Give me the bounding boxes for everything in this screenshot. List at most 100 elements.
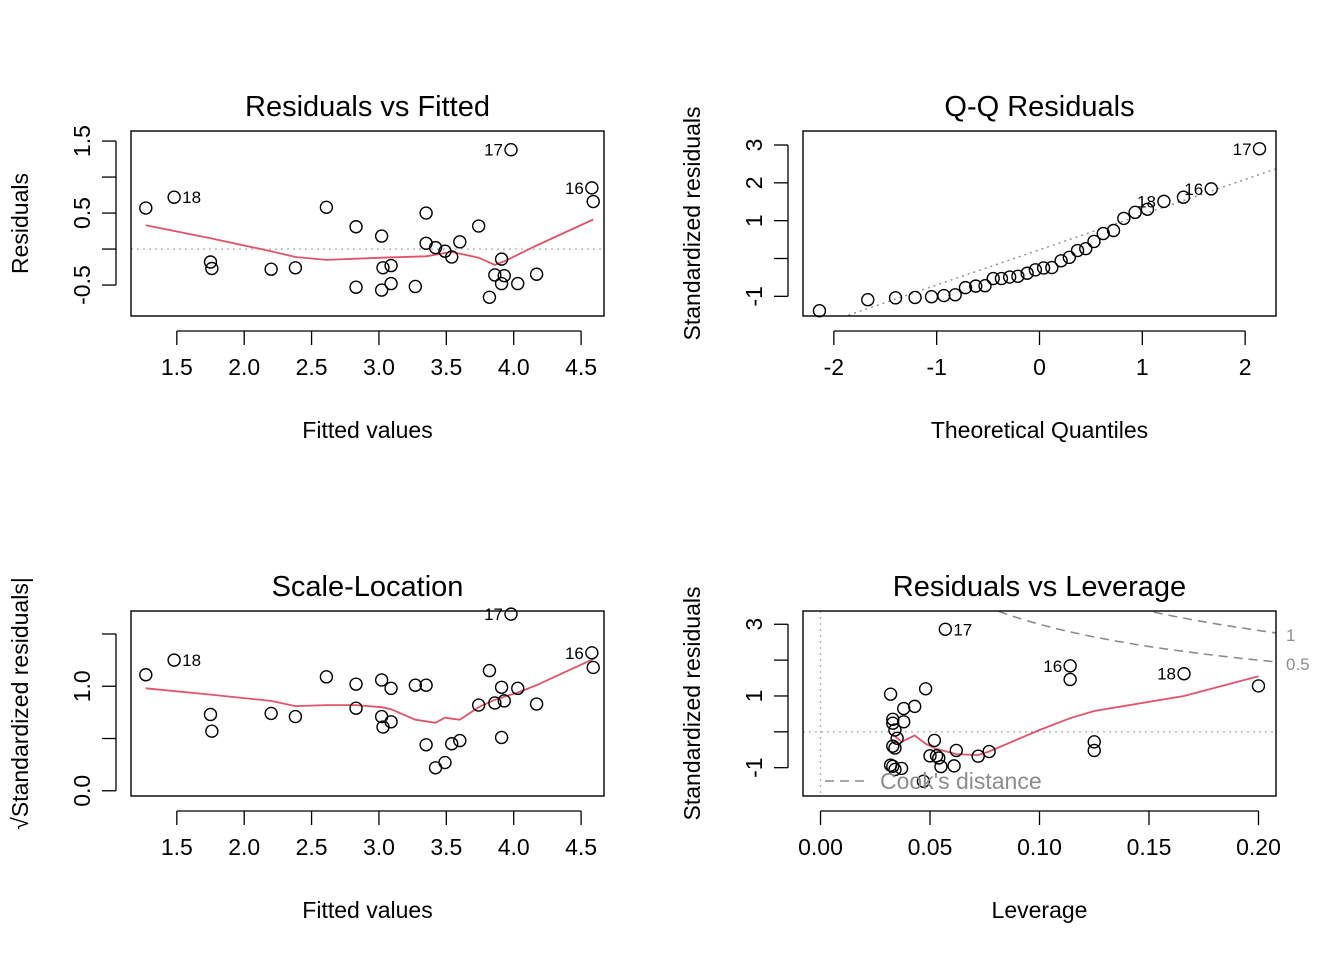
data-point: [1087, 743, 1101, 758]
data-point: [1063, 659, 1077, 673]
plot-area: [843, 168, 1276, 316]
data-point: [349, 280, 363, 294]
data-point: [205, 261, 219, 276]
data-point: [376, 261, 390, 275]
data-point: [886, 716, 900, 730]
data-point: [1251, 679, 1266, 693]
data-point: [471, 698, 486, 712]
y-tick-label: 1: [741, 214, 767, 227]
point-label: 16: [1043, 657, 1062, 676]
panel-residuals-vs-leverage: Residuals vs Leverage Leverage Standardize…: [679, 571, 1310, 923]
y-axis-label: Standardized residuals: [679, 587, 705, 821]
data-point: [488, 268, 502, 282]
point-label: 16: [565, 644, 584, 663]
x-tick-label: 1: [1136, 354, 1149, 380]
data-point: [994, 271, 1009, 286]
cooks-legend-label: Cook's distance: [880, 768, 1042, 794]
data-point: [139, 668, 153, 682]
data-point: [408, 678, 423, 692]
data-point: [937, 288, 951, 303]
x-tick-label: 2.5: [296, 354, 328, 380]
data-point: [908, 290, 922, 305]
x-tick-label: 0.10: [1017, 834, 1062, 860]
data-point: [812, 304, 827, 318]
data-point: [924, 290, 939, 304]
data-point: [888, 762, 902, 777]
x-tick-label: 4.5: [565, 834, 597, 860]
data-point: [374, 283, 389, 297]
x-tick-label: 0.15: [1127, 834, 1172, 860]
data-point: [907, 699, 922, 714]
plot-area: [145, 658, 594, 724]
data-point: [384, 258, 398, 273]
point-label: 16: [1184, 180, 1203, 199]
data-point: [1028, 263, 1043, 277]
data-point: [319, 670, 334, 684]
data-point: [1177, 667, 1191, 681]
data-point: [453, 235, 467, 249]
data-point: [139, 201, 153, 215]
data-point: [1106, 223, 1121, 238]
data-point: [938, 622, 953, 636]
x-tick-label: 4.0: [498, 354, 530, 380]
x-axis-label: Fitted values: [302, 417, 432, 443]
data-point: [585, 646, 599, 660]
x-tick-label: 3.0: [363, 354, 395, 380]
data-point: [1020, 266, 1034, 280]
y-tick-label: 0.5: [69, 197, 95, 229]
data-point: [488, 696, 502, 710]
data-point: [1079, 241, 1093, 256]
x-tick-label: 0.05: [908, 834, 953, 860]
data-point: [419, 738, 433, 752]
panel-qq-residuals: Q-Q Residuals Theoretical Quantiles Standa…: [679, 91, 1277, 443]
panel-residuals-vs-fitted: Residuals vs Fitted Fitted values Residual…: [7, 91, 605, 443]
data-point: [958, 280, 973, 295]
x-tick-label: 3.5: [430, 834, 462, 860]
point-label: 17: [484, 605, 503, 624]
data-point: [319, 200, 334, 215]
x-tick-label: 1.5: [161, 834, 193, 860]
data-point: [374, 229, 389, 243]
data-point: [861, 293, 875, 307]
data-point: [203, 255, 218, 269]
smoother-line: [145, 218, 594, 266]
y-tick-label: 1.5: [69, 125, 95, 157]
plot-frame: [802, 610, 1277, 797]
data-point: [1252, 142, 1267, 156]
data-point: [419, 236, 433, 250]
y-axis-label: Residuals: [7, 173, 33, 274]
point-label: 18: [182, 651, 201, 670]
data-point: [497, 694, 511, 708]
y-tick-label: -0.5: [69, 265, 95, 305]
data-point: [494, 730, 509, 745]
data-point: [932, 751, 946, 765]
point-label: 17: [953, 620, 972, 639]
y-tick-label: 3: [741, 139, 767, 152]
y-tick-label: 0.0: [69, 775, 95, 807]
data-point: [947, 759, 961, 773]
data-point: [923, 749, 937, 763]
point-label: 18: [1137, 192, 1156, 211]
data-point: [927, 733, 942, 748]
x-tick-label: 0: [1033, 354, 1046, 380]
data-point: [1157, 194, 1171, 209]
data-point: [969, 279, 983, 293]
data-point: [971, 749, 985, 763]
y-tick-label: 2: [741, 176, 767, 189]
data-point: [384, 681, 398, 696]
data-point: [1045, 260, 1059, 275]
plot-frame: [130, 130, 605, 317]
cooks-distance-curve: [995, 611, 1276, 663]
data-point: [288, 261, 303, 275]
x-tick-label: 1.5: [161, 354, 193, 380]
data-point: [384, 715, 398, 729]
data-point: [586, 194, 600, 209]
data-point: [504, 143, 518, 157]
cooks-level-label: 0.5: [1286, 655, 1310, 674]
data-point: [428, 240, 443, 255]
data-point: [1002, 270, 1017, 284]
data-point: [504, 607, 518, 621]
x-axis-label: Fitted values: [302, 897, 432, 923]
plot-frame: [802, 130, 1277, 317]
cooks-level-label: 1: [1286, 626, 1295, 645]
